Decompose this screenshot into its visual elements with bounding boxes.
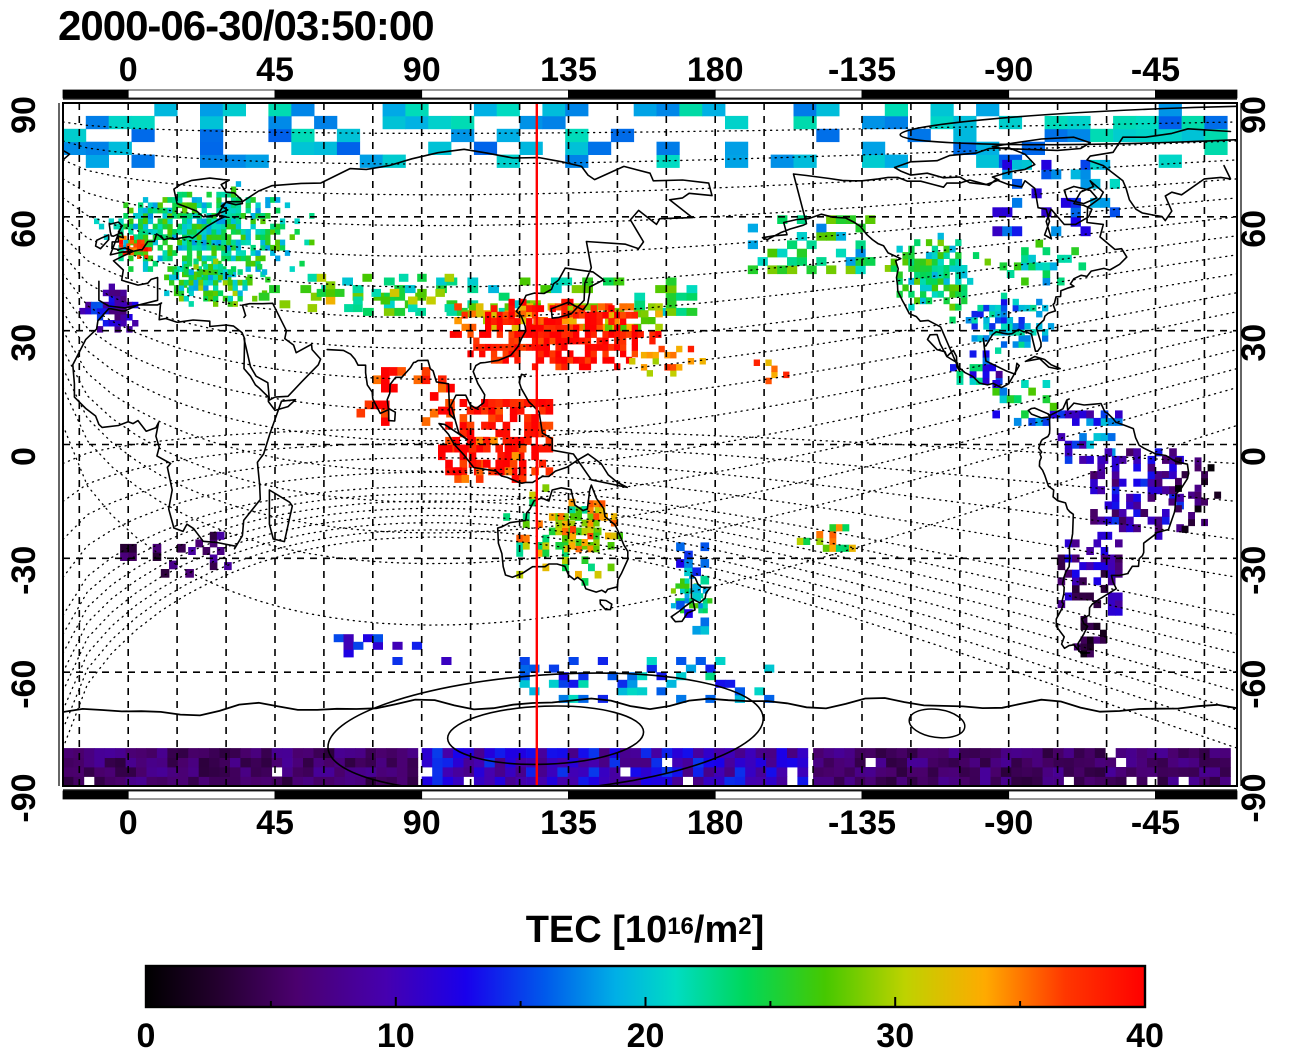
svg-text:0: 0 bbox=[137, 1017, 156, 1055]
svg-text:0: 0 bbox=[119, 804, 138, 842]
svg-text:180: 180 bbox=[687, 51, 744, 89]
svg-text:-90: -90 bbox=[1235, 773, 1273, 822]
svg-text:-45: -45 bbox=[1131, 804, 1180, 842]
svg-text:-135: -135 bbox=[828, 804, 896, 842]
svg-text:40: 40 bbox=[1126, 1017, 1164, 1055]
svg-text:90: 90 bbox=[5, 96, 43, 134]
svg-text:20: 20 bbox=[627, 1017, 665, 1055]
svg-text:180: 180 bbox=[687, 804, 744, 842]
svg-text:-90: -90 bbox=[5, 773, 43, 822]
svg-text:0: 0 bbox=[119, 51, 138, 89]
svg-text:10: 10 bbox=[377, 1017, 415, 1055]
svg-text:0: 0 bbox=[5, 447, 43, 466]
svg-text:30: 30 bbox=[5, 324, 43, 362]
svg-text:135: 135 bbox=[540, 51, 597, 89]
svg-text:30: 30 bbox=[1235, 324, 1273, 362]
svg-text:90: 90 bbox=[403, 804, 441, 842]
svg-text:60: 60 bbox=[1235, 210, 1273, 248]
svg-text:0: 0 bbox=[1235, 447, 1273, 466]
svg-text:135: 135 bbox=[540, 804, 597, 842]
svg-text:-60: -60 bbox=[1235, 660, 1273, 709]
svg-text:-90: -90 bbox=[984, 804, 1033, 842]
svg-text:TEC [1016/m2]: TEC [1016/m2] bbox=[526, 909, 765, 951]
svg-text:45: 45 bbox=[256, 51, 294, 89]
svg-text:90: 90 bbox=[403, 51, 441, 89]
svg-text:90: 90 bbox=[1235, 96, 1273, 134]
svg-text:30: 30 bbox=[876, 1017, 914, 1055]
svg-text:-45: -45 bbox=[1131, 51, 1180, 89]
svg-text:-30: -30 bbox=[5, 546, 43, 595]
svg-text:45: 45 bbox=[256, 804, 294, 842]
svg-text:-135: -135 bbox=[828, 51, 896, 89]
svg-text:-60: -60 bbox=[5, 660, 43, 709]
svg-text:-30: -30 bbox=[1235, 546, 1273, 595]
svg-text:-90: -90 bbox=[984, 51, 1033, 89]
svg-text:60: 60 bbox=[5, 210, 43, 248]
